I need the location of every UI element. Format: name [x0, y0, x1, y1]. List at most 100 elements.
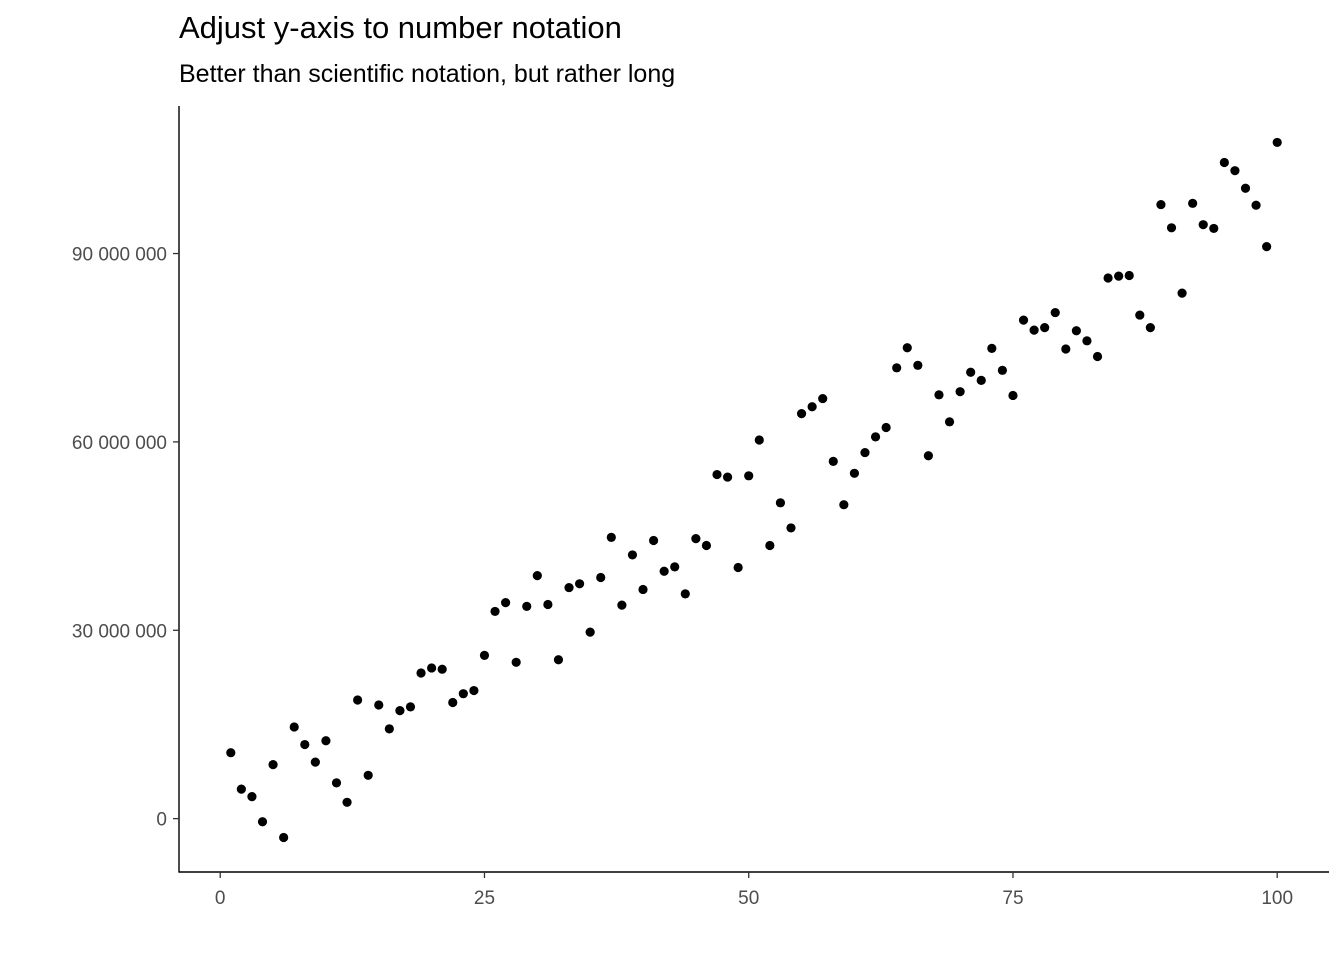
data-point	[849, 468, 860, 478]
data-point	[427, 663, 437, 673]
data-point	[257, 817, 268, 827]
data-point	[1198, 220, 1208, 230]
data-point	[405, 702, 416, 712]
data-point	[892, 363, 902, 373]
data-point	[881, 422, 891, 433]
data-point	[1145, 323, 1155, 333]
data-point	[955, 387, 965, 397]
data-point	[522, 601, 532, 612]
data-point	[416, 668, 426, 678]
data-point	[585, 627, 595, 637]
x-tick-label: 25	[474, 888, 495, 909]
axes: 0 25 50 75 100 0 30 000 000 60 000 000 90 000 00…	[72, 106, 1329, 909]
data-point	[828, 456, 838, 466]
data-point	[1018, 315, 1029, 325]
data-point	[374, 700, 384, 710]
data-point	[691, 534, 701, 544]
data-point	[501, 598, 511, 608]
data-point	[437, 664, 447, 674]
chart-title: Adjust y-axis to number notation	[179, 10, 622, 45]
data-point	[1177, 288, 1187, 298]
data-point	[532, 571, 542, 581]
x-tick-label: 0	[215, 888, 226, 909]
data-point	[1124, 270, 1134, 281]
data-point	[1040, 323, 1050, 333]
data-point	[1240, 183, 1251, 193]
data-point	[765, 540, 775, 551]
data-point	[722, 472, 733, 482]
data-point	[1071, 326, 1081, 336]
data-point	[289, 722, 299, 732]
data-point	[448, 697, 458, 708]
data-point	[638, 584, 648, 595]
data-point	[733, 562, 743, 573]
data-point	[701, 540, 712, 551]
data-point	[268, 760, 278, 770]
chart-subtitle: Better than scientific notation, but rat…	[179, 60, 676, 88]
data-point	[712, 469, 722, 480]
data-point	[511, 657, 521, 667]
data-point	[342, 797, 352, 807]
data-point	[310, 757, 320, 767]
data-point	[902, 343, 912, 353]
data-point	[479, 650, 490, 660]
data-point	[1082, 336, 1092, 346]
data-point	[321, 736, 331, 746]
data-point	[574, 579, 585, 589]
data-point	[976, 375, 986, 385]
data-point	[1008, 390, 1018, 401]
x-tick-label: 100	[1261, 888, 1293, 909]
data-point	[469, 685, 479, 696]
data-point	[543, 599, 553, 610]
data-point	[1156, 199, 1166, 210]
data-point	[1230, 166, 1240, 176]
data-point	[860, 447, 870, 458]
y-tick-label: 0	[156, 810, 167, 831]
data-point	[606, 532, 616, 542]
data-point	[839, 500, 849, 510]
data-point	[775, 498, 786, 508]
data-point	[818, 393, 828, 404]
data-point	[1272, 137, 1282, 148]
data-point	[1050, 307, 1060, 318]
x-tick-label: 75	[1002, 888, 1023, 909]
data-point	[670, 562, 680, 572]
data-point	[1166, 223, 1177, 233]
data-point	[1251, 200, 1261, 210]
data-point	[300, 739, 310, 750]
data-point	[617, 600, 627, 610]
x-tick-label: 50	[738, 888, 759, 909]
data-point	[1029, 325, 1039, 335]
data-point	[659, 566, 669, 576]
y-tick-label: 30 000 000	[72, 621, 167, 642]
data-point	[913, 360, 923, 370]
data-points	[226, 137, 1282, 843]
data-point	[923, 451, 934, 461]
data-point	[1262, 242, 1272, 252]
data-point	[1092, 351, 1103, 362]
data-point	[395, 706, 405, 716]
data-point	[353, 695, 363, 705]
data-point	[490, 606, 500, 617]
data-point	[944, 417, 955, 427]
data-point	[754, 435, 764, 445]
data-point	[384, 724, 394, 734]
data-point	[236, 784, 246, 794]
data-point	[596, 572, 606, 583]
data-point	[870, 432, 881, 442]
data-point	[1135, 310, 1145, 320]
data-point	[807, 402, 817, 412]
data-point	[553, 655, 564, 665]
data-point	[279, 832, 289, 843]
data-point	[987, 343, 997, 353]
data-point	[786, 523, 796, 533]
data-point	[934, 390, 944, 400]
data-point	[997, 365, 1007, 375]
y-tick-label: 60 000 000	[72, 433, 167, 454]
data-point	[796, 409, 807, 419]
data-point	[648, 535, 659, 546]
data-point	[1188, 198, 1198, 208]
data-point	[458, 689, 468, 699]
data-point	[247, 792, 257, 802]
